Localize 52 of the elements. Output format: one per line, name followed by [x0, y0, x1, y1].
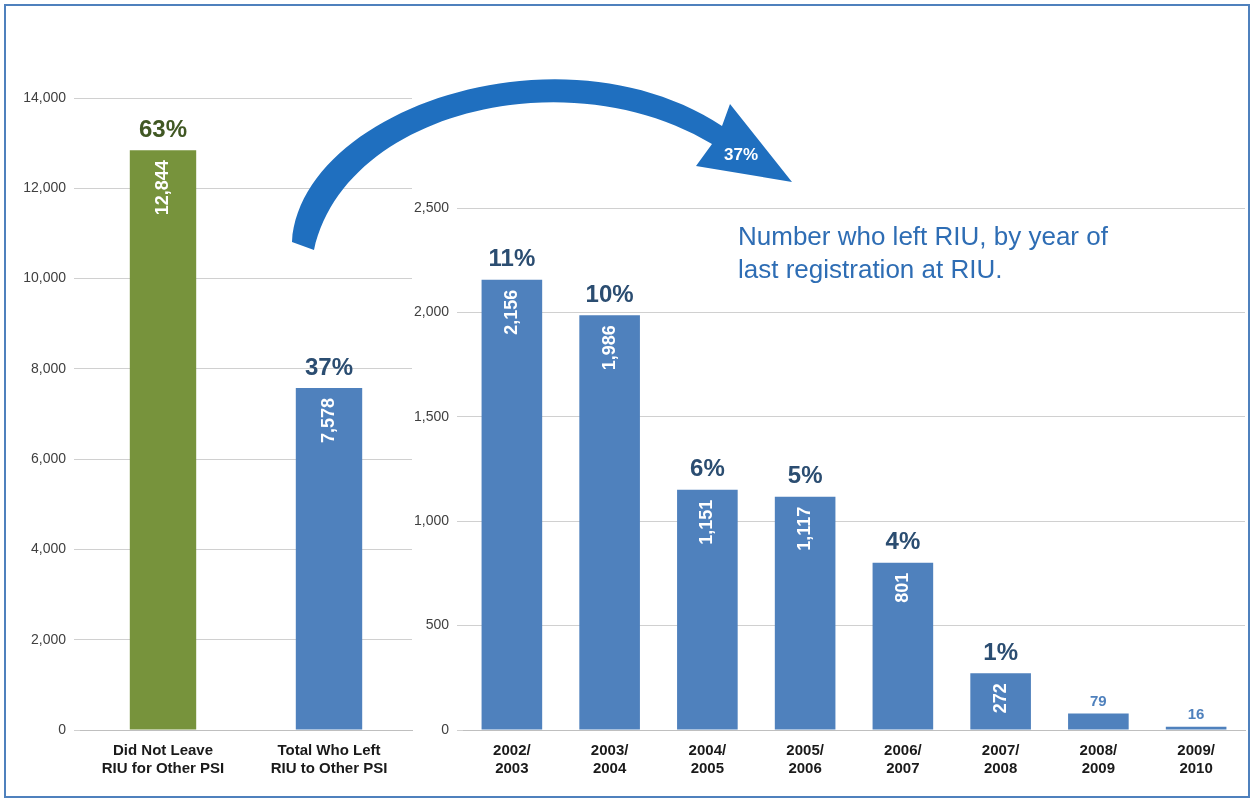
- x-tick-label: 2003/ 2004: [590, 741, 630, 777]
- data-label: 12,844: [151, 160, 172, 216]
- data-label: 1,117: [794, 506, 815, 551]
- y-tick-label: 1,000: [413, 512, 450, 529]
- data-label: 1,986: [598, 325, 619, 371]
- y-tick-label: 12,000: [23, 179, 67, 196]
- x-tick-label: 2008/ 2009: [1079, 741, 1118, 777]
- x-tick-label: 2002/ 2003: [493, 741, 532, 777]
- data-label: 16: [1187, 705, 1205, 723]
- y-tick-label: 6,000: [30, 450, 67, 466]
- y-tick-label: 0: [441, 720, 450, 737]
- x-tick-label: 2007/ 2008: [981, 741, 1021, 777]
- x-tick-label: 2004/ 2005: [688, 741, 727, 777]
- bar: [481, 279, 543, 730]
- x-tick-label: Total Who Left RIU to Other PSI: [270, 741, 388, 777]
- annotation: 5%: [787, 461, 823, 489]
- y-tick-label: 4,000: [30, 540, 67, 557]
- y-tick-label: 0: [58, 720, 67, 737]
- bar: [1165, 726, 1227, 730]
- y-tick-label: 2,500: [413, 198, 450, 215]
- x-tick-label: 2009/ 2010: [1177, 741, 1216, 777]
- data-label: 272: [989, 683, 1010, 714]
- data-label: 1,151: [696, 499, 717, 545]
- annotation: 37%: [304, 352, 354, 380]
- x-tick-label: 2005/ 2006: [786, 741, 825, 777]
- data-label: 79: [1090, 692, 1107, 710]
- bar: [872, 562, 934, 730]
- annotation: 4%: [885, 527, 921, 555]
- x-tick-label: 2006/ 2007: [884, 741, 923, 777]
- data-label: 2,156: [500, 289, 521, 335]
- annotation: 11%: [488, 244, 536, 272]
- y-tick-label: 14,000: [23, 88, 67, 105]
- bar: [774, 496, 836, 730]
- text: 37%: [724, 145, 759, 165]
- bar: [1068, 713, 1129, 730]
- text: Number who left RIU, by year of last registration at RIU.: [738, 220, 1109, 286]
- bar: [579, 315, 640, 730]
- data-label: 801: [891, 572, 912, 603]
- y-tick-label: 1,500: [413, 407, 450, 424]
- annotation: 63%: [138, 114, 188, 142]
- x-tick-label: Did Not Leave RIU for Other PSI: [101, 741, 225, 777]
- annotation: 1%: [983, 637, 1018, 665]
- bar: [970, 673, 1031, 730]
- y-tick-label: 8,000: [30, 359, 67, 376]
- y-tick-label: 10,000: [23, 269, 67, 286]
- y-tick-label: 2,000: [30, 630, 67, 647]
- y-tick-label: 500: [425, 616, 450, 633]
- y-tick-label: 2,000: [413, 303, 450, 320]
- annotation: 10%: [585, 279, 634, 307]
- data-label: 7,578: [317, 397, 338, 443]
- annotation: 6%: [690, 454, 725, 482]
- bar: [677, 489, 738, 730]
